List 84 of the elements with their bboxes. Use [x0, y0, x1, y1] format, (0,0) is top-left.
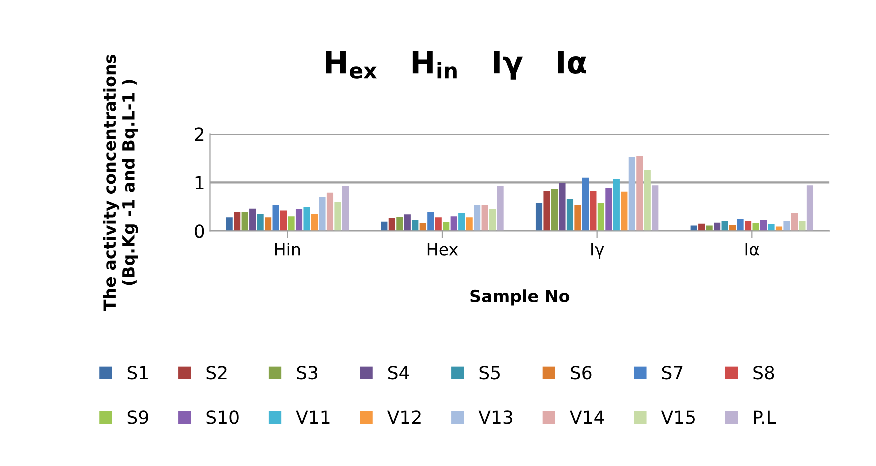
chart-title: H$_{ex}$ H$_{in}$ Iγ Iα — [326, 51, 586, 80]
legend-label: S3 — [297, 366, 318, 380]
legend-label: S10 — [206, 410, 239, 424]
bar — [257, 214, 264, 232]
bar — [226, 218, 233, 232]
bar — [784, 220, 790, 232]
bar — [326, 192, 334, 232]
bar — [482, 204, 488, 232]
legend-label: V13 — [478, 410, 513, 424]
bar — [574, 204, 582, 232]
bar — [621, 192, 628, 232]
y-tick-label: 0 — [195, 224, 204, 238]
legend-label: V11 — [296, 410, 330, 424]
bar — [652, 186, 659, 232]
legend-label: S6 — [571, 366, 592, 380]
bar — [342, 186, 350, 232]
bar — [296, 209, 303, 232]
legend-label: V15 — [661, 410, 695, 424]
x-tick-label: Iα — [746, 243, 760, 256]
bar — [628, 157, 636, 232]
bar — [435, 218, 442, 232]
legend-label: S8 — [754, 366, 774, 380]
bar — [381, 222, 388, 232]
bar — [412, 220, 419, 232]
bar — [566, 199, 574, 232]
bar — [443, 222, 450, 232]
bar — [737, 220, 744, 232]
x-tick-label: Hin — [275, 242, 300, 256]
bar — [396, 217, 404, 232]
x-tick-label: Iγ — [592, 243, 604, 260]
bar — [334, 202, 342, 232]
bar — [458, 213, 466, 232]
legend-label: S9 — [128, 410, 148, 424]
legend-label: S4 — [388, 366, 410, 380]
bar — [242, 212, 248, 232]
bar — [582, 178, 589, 232]
bar — [799, 220, 806, 232]
bar — [613, 179, 620, 232]
bar — [311, 214, 318, 232]
bar — [544, 191, 550, 232]
bar — [288, 216, 295, 232]
bar — [450, 216, 458, 232]
bar — [636, 156, 644, 232]
bar — [752, 223, 760, 232]
bar — [606, 188, 612, 232]
bar — [744, 221, 752, 232]
bar — [319, 197, 326, 232]
bar — [490, 209, 496, 232]
bar — [768, 224, 775, 232]
legend-label: S7 — [662, 366, 683, 380]
bar — [644, 170, 651, 232]
bar — [234, 212, 241, 232]
bar — [714, 222, 721, 232]
bar — [722, 221, 728, 232]
bar — [304, 207, 310, 232]
y-tick-label: 1 — [196, 176, 204, 190]
legend-label: S5 — [480, 366, 500, 380]
x-axis-title: Sample No — [470, 290, 570, 306]
bar — [806, 186, 814, 232]
bar — [388, 218, 396, 232]
bar — [428, 212, 434, 232]
bar — [404, 214, 411, 232]
x-tick-label: Hex — [428, 243, 458, 256]
bar — [280, 210, 288, 232]
bar — [791, 213, 798, 232]
bar — [250, 208, 256, 232]
bar — [272, 204, 280, 232]
bar — [265, 218, 272, 232]
bar — [466, 218, 473, 232]
bar — [598, 204, 604, 232]
legend-label: S2 — [206, 366, 227, 380]
bar — [536, 203, 543, 232]
legend-label: V14 — [570, 410, 604, 424]
legend-label: S1 — [128, 366, 148, 380]
y-tick-label: 2 — [195, 128, 204, 142]
bar — [474, 204, 481, 232]
y-axis-title: The activity concentrations (Bq.Kg -1 and Bq.L-1 ) — [103, 54, 138, 312]
bar — [559, 183, 566, 232]
bar — [497, 186, 504, 232]
bar — [590, 191, 597, 232]
legend-label: V12 — [387, 410, 421, 424]
bar — [760, 220, 768, 232]
bar — [551, 189, 558, 232]
legend-label: P.L — [754, 410, 776, 424]
